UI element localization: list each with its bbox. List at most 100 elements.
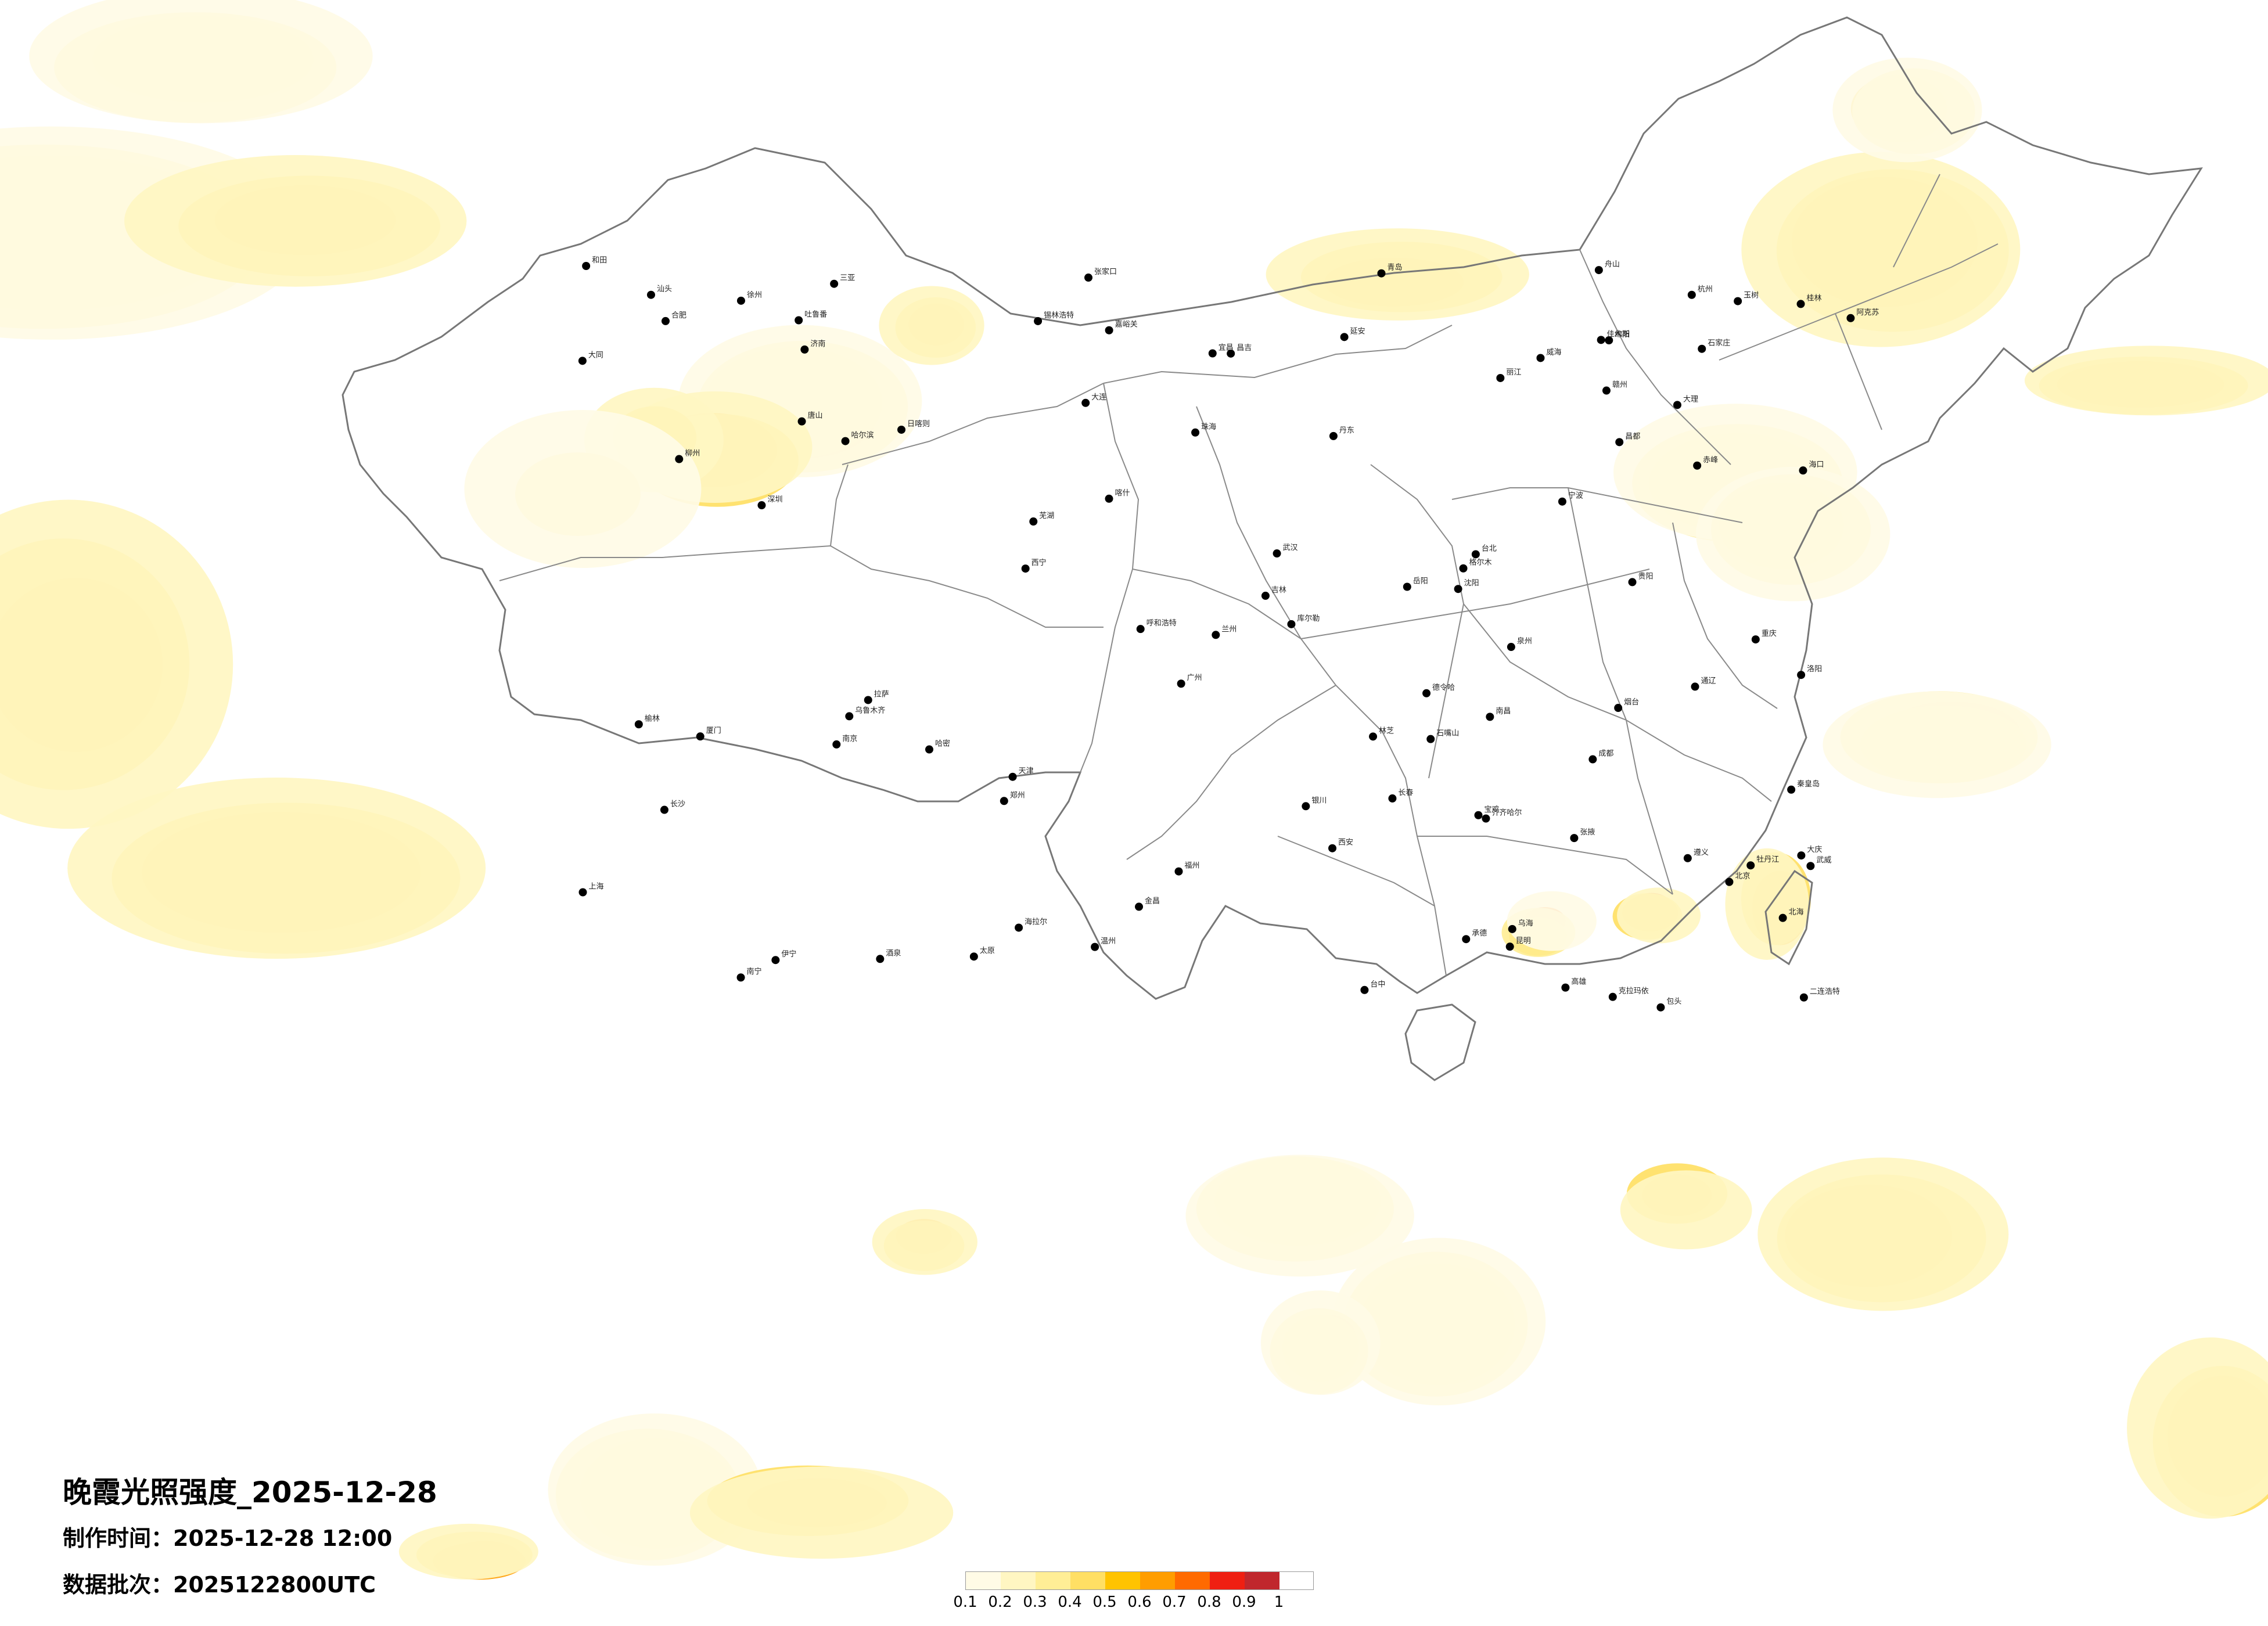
legend-swatch [1140,1572,1175,1589]
city-dot [1471,550,1480,559]
intensity-patch [464,409,702,568]
city-label: 伊宁 [781,949,796,959]
legend-tick-label: 0.2 [988,1593,1012,1611]
city-dot [1746,861,1755,870]
city-label: 克拉玛依 [1619,987,1649,996]
city-label: 杭州 [1698,285,1713,294]
city-label: 海口 [1809,461,1824,469]
intensity-patch [1757,1157,2009,1311]
city-dot [696,732,705,741]
city-label: 承德 [1472,929,1487,938]
intensity-patch [1617,887,1701,944]
city-label: 武威 [1816,856,1831,865]
city-label: 洛阳 [1807,665,1822,674]
city-dot [634,720,643,729]
city-dot [1105,326,1113,334]
city-dot [736,973,745,982]
city-label: 遵义 [1694,848,1709,857]
color-legend: 0.1 0.2 0.3 0.4 0.5 0.6 0.7 0.8 0.9 1 [953,1571,1314,1613]
boundaries [342,16,2203,1081]
city-dot [876,955,885,963]
city-dot [1691,682,1699,691]
city-label: 嘉峪关 [1115,321,1138,329]
city-label: 宜昌 [1219,343,1234,352]
city-label: 宁波 [1568,491,1583,501]
city-dot [1174,867,1183,876]
legend-tick-label: 0.7 [1162,1593,1187,1611]
city-dot [1734,297,1742,305]
city-dot [1505,942,1514,951]
city-dot [675,455,684,463]
intensity-patch [872,1209,977,1275]
city-dot [969,952,978,961]
city-markers [578,261,1855,1012]
intensity-field [0,0,2268,1580]
city-dot [1615,438,1624,447]
intensity-patch [1741,152,2021,347]
city-label: 重庆 [1762,629,1777,638]
city-dot [661,316,670,325]
city-label: 南宁 [747,967,762,976]
city-dot [1673,401,1681,409]
city-label: 齐齐哈尔 [1491,808,1522,818]
legend-tick-label: 0.9 [1232,1593,1256,1611]
city-dot [1698,344,1706,353]
city-label: 珠海 [1201,423,1216,431]
city-label: 石家庄 [1708,339,1730,348]
city-label: 兰州 [1221,625,1237,634]
legend-tick-label: 0.6 [1127,1593,1152,1611]
city-dot [771,956,780,965]
city-label: 昆明 [1516,937,1531,945]
city-label: 吐鲁番 [804,311,827,319]
city-label: 玉树 [1744,292,1759,300]
city-dot [841,437,850,445]
city-dot [1177,679,1185,688]
city-label: 赣州 [1612,381,1627,390]
city-dot [646,290,655,299]
city-dot [1508,924,1516,933]
city-dot [1091,942,1099,951]
city-label: 喀什 [1115,488,1130,498]
city-label: 汕头 [657,285,672,294]
province-lines [499,174,1999,976]
city-label: 郑州 [1010,791,1025,800]
city-dot [1015,923,1023,932]
city-label: 西宁 [1031,558,1047,567]
china-outline [342,16,2203,1000]
city-label: 南昌 [1496,706,1511,715]
city-dot [1605,336,1613,345]
city-dot [1536,354,1545,362]
city-dot [1328,844,1337,852]
city-label: 沈阳 [1464,579,1479,588]
legend-ticks: 0.1 0.2 0.3 0.4 0.5 0.6 0.7 0.8 0.9 1 [953,1590,1314,1613]
city-label: 德令哈 [1432,684,1455,692]
intensity-patch [1266,228,1529,321]
city-label: 台北 [1482,544,1497,553]
city-label: 吉林 [1271,586,1286,595]
city-label: 张家口 [1094,267,1117,276]
city-dot [1462,935,1471,944]
city-label: 长春 [1398,789,1413,797]
city-dot [1614,704,1623,713]
city-label: 拉萨 [874,690,889,699]
city-dot [1486,713,1494,721]
city-label: 岳阳 [1413,577,1428,586]
city-dot [1084,274,1093,282]
city-label: 高雄 [1571,977,1586,987]
legend-swatch [1175,1572,1210,1589]
city-dot [1558,497,1566,506]
city-dot [582,261,591,270]
city-label: 林芝 [1379,726,1394,735]
legend-tick-label: 0.1 [953,1593,977,1611]
city-dot [1797,851,1806,860]
city-dot [1683,854,1692,862]
city-label: 宝鸡 [1484,805,1499,814]
city-label: 牡丹江 [1756,855,1779,864]
city-label: 厦门 [706,726,721,735]
city-dot [1799,993,1808,1002]
city-label: 上海 [589,883,604,891]
city-dot [1482,814,1490,823]
city-label: 威海 [1546,348,1561,357]
city-label: 乌鲁木齐 [855,706,885,715]
